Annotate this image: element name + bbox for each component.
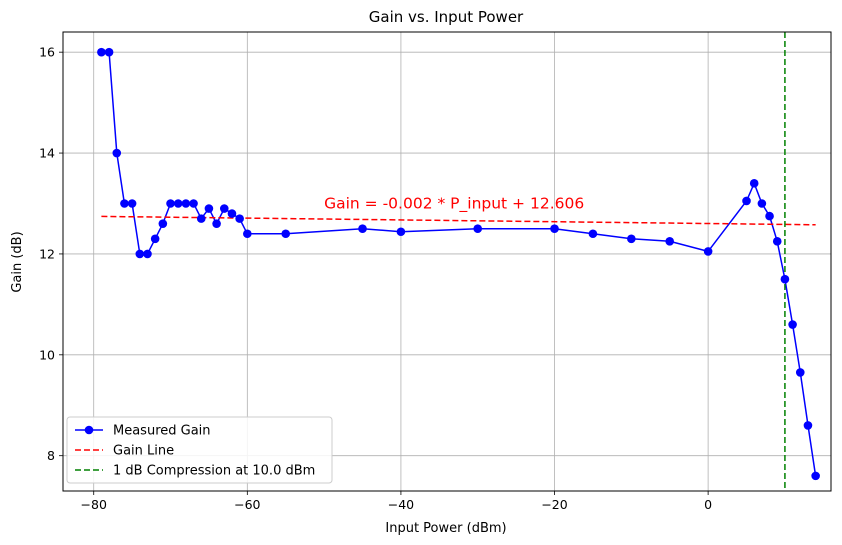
measured-gain-point [120, 199, 129, 208]
axes-frame [62, 31, 832, 492]
measured-gain-point [181, 199, 191, 208]
measured-gain-point [166, 199, 175, 208]
x-tick-label: −80 [81, 497, 107, 512]
legend-entry: Gain Line [75, 444, 174, 459]
y-tick-label: 10 [39, 347, 55, 362]
measured-gain-point [235, 214, 244, 223]
measured-gain-point [550, 224, 559, 234]
fit-equation-annotation: Gain = -0.002 * P_input + 12.606 [324, 194, 584, 213]
measured-gain-point [204, 204, 214, 213]
y-axis-label: Gain (dB) [10, 231, 25, 292]
measured-gain-point [665, 237, 675, 246]
legend-label: Gain Line [113, 444, 174, 459]
measured-gain-point [473, 224, 483, 234]
measured-gain-point [788, 320, 797, 329]
measured-gain-point [158, 219, 168, 228]
plot-area [97, 32, 820, 491]
x-axis-label: Input Power (dBm) [385, 521, 506, 536]
y-tick-label: 8 [47, 448, 55, 463]
x-tick-label: −40 [388, 497, 414, 512]
x-tick-label: −20 [541, 497, 567, 512]
measured-gain-point [219, 204, 229, 213]
measured-gain-point [189, 199, 198, 208]
measured-gain-point [803, 421, 813, 430]
measured-gain-point [757, 199, 767, 208]
chart-title: Gain vs. Input Power [369, 8, 524, 26]
gain-fit-line [101, 215, 816, 226]
legend-marker [84, 425, 94, 435]
measured-gain-point [104, 47, 114, 57]
measured-gain-point [127, 199, 137, 208]
legend-box [66, 416, 333, 484]
measured-gain-point [358, 224, 367, 234]
measured-gain-point [627, 234, 636, 244]
measured-gain-point [588, 229, 598, 239]
measured-gain-point [135, 249, 145, 259]
measured-gain-point [795, 368, 805, 377]
y-axis-ticks: 8 10 12 14 16 [39, 45, 63, 463]
measured-gain-point [212, 219, 221, 228]
y-tick-label: 16 [39, 45, 55, 60]
legend-label: Measured Gain [113, 424, 211, 439]
measured-gain-point [772, 237, 782, 246]
measured-gain-point [150, 234, 160, 244]
legend-entry: 1 dB Compression at 10.0 dBm [75, 464, 315, 479]
y-tick-label: 12 [39, 246, 55, 261]
measured-gain-point [243, 229, 252, 239]
measured-gain-point [780, 274, 790, 284]
measured-gain-point [749, 179, 759, 188]
legend-entry: Measured Gain [75, 424, 211, 439]
measured-gain-point [227, 209, 237, 218]
y-tick-label: 14 [39, 146, 55, 161]
measured-gain-point [143, 249, 152, 259]
legend-label: 1 dB Compression at 10.0 dBm [113, 464, 315, 479]
measured-gain-point [703, 247, 713, 256]
measured-gain-point [112, 148, 122, 158]
measured-gain-point [765, 211, 774, 221]
measured-gain-point [396, 227, 406, 237]
legend: Measured Gain Gain Line 1 dB Compression a… [66, 416, 333, 484]
measured-gain-point [742, 196, 751, 206]
measured-gain-point [196, 214, 206, 223]
measured-gain-point [173, 199, 183, 208]
x-tick-label: 0 [704, 497, 712, 512]
x-axis-ticks: −80 −60 −40 −20 0 [81, 491, 712, 512]
measured-gain-point [281, 229, 291, 239]
measured-gain-point [97, 47, 106, 57]
x-tick-label: −60 [234, 497, 260, 512]
measured-gain-point [811, 471, 820, 481]
